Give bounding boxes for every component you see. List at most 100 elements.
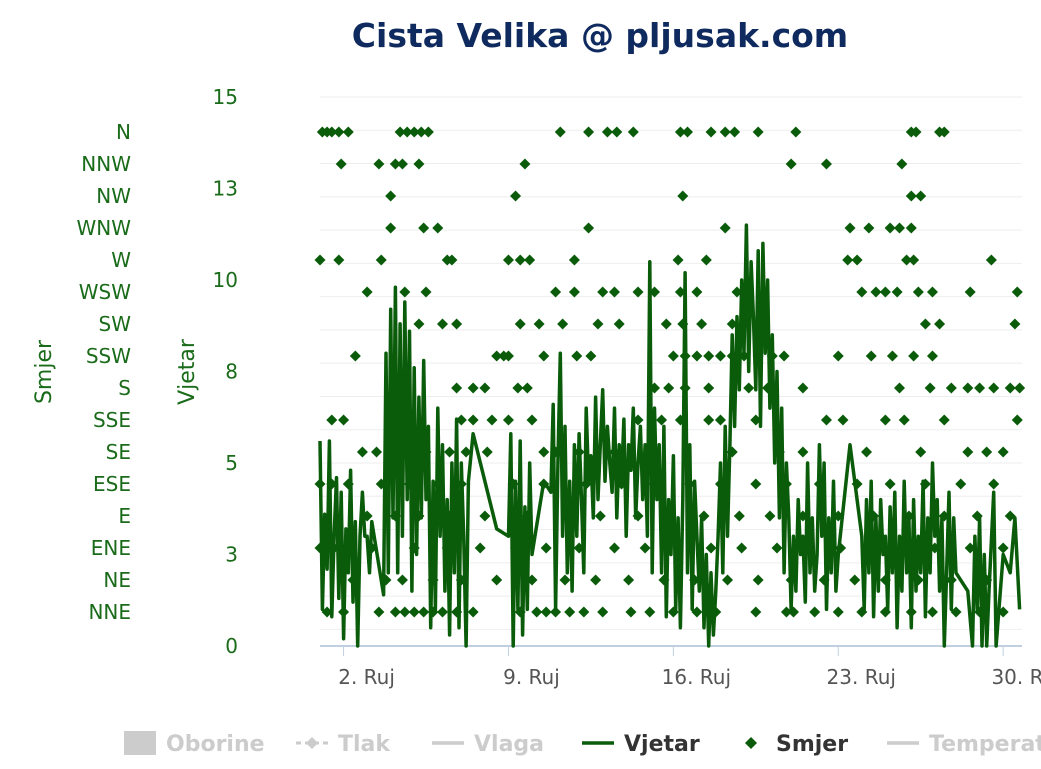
direction-point: [764, 510, 776, 522]
direction-point: [802, 542, 814, 554]
direction-point: [677, 190, 689, 202]
direction-point: [385, 222, 397, 234]
direction-point: [797, 446, 809, 458]
legend[interactable]: Oborine Tlak Vlaga Vjetar Smjer Temperatu: [124, 731, 1041, 757]
direction-point: [705, 542, 717, 554]
direction-point: [705, 126, 717, 138]
legend-item-tlak[interactable]: Tlak: [296, 732, 391, 757]
plot-area: [314, 126, 1026, 648]
direction-point: [444, 510, 456, 522]
direction-point: [571, 350, 583, 362]
direction-point: [924, 382, 936, 394]
legend-item-smjer[interactable]: Smjer: [745, 732, 848, 757]
direction-point: [373, 158, 385, 170]
direction-point: [559, 574, 571, 586]
direction-point: [790, 126, 802, 138]
direction-point: [498, 350, 510, 362]
direction-point: [787, 606, 799, 618]
direction-point: [691, 350, 703, 362]
direction-point: [726, 446, 738, 458]
direction-point: [446, 254, 458, 266]
direction-point: [533, 318, 545, 330]
direction-point: [908, 254, 920, 266]
direction-point: [766, 350, 778, 362]
direction-point: [929, 542, 941, 554]
direction-point: [408, 542, 420, 554]
legend-item-vlaga[interactable]: Vlaga: [432, 732, 544, 757]
direction-point: [736, 542, 748, 554]
direction-point: [580, 478, 592, 490]
direction-point: [681, 126, 693, 138]
direction-point: [627, 126, 639, 138]
direction-point: [844, 222, 856, 234]
direction-point: [750, 414, 762, 426]
direction-point: [771, 542, 783, 554]
direction-point: [879, 574, 891, 586]
direction-point: [820, 414, 832, 426]
direction-point: [863, 222, 875, 234]
direction-tick-label: SSW: [86, 344, 131, 368]
direction-point: [868, 510, 880, 522]
direction-point: [427, 574, 439, 586]
direction-tick-label: NNW: [81, 152, 131, 176]
direction-point: [401, 126, 413, 138]
direction-point: [750, 606, 762, 618]
legend-item-oborine[interactable]: Oborine: [124, 731, 265, 757]
direction-point: [338, 606, 350, 618]
direction-point: [338, 414, 350, 426]
direction-point: [396, 158, 408, 170]
direction-point: [467, 382, 479, 394]
direction-point: [938, 126, 950, 138]
legend-item-temperatu[interactable]: Temperatu: [887, 732, 1041, 757]
direction-tick-label: ENE: [91, 536, 131, 560]
legend-item-vjetar[interactable]: Vjetar: [582, 732, 700, 757]
legend-label: Vjetar: [624, 732, 700, 757]
direction-point: [314, 542, 326, 554]
direction-point: [418, 606, 430, 618]
direction-point: [399, 286, 411, 298]
direction-point: [432, 478, 444, 490]
direction-point: [726, 318, 738, 330]
direction-point: [997, 542, 1009, 554]
direction-point: [677, 318, 689, 330]
direction-point: [514, 318, 526, 330]
direction-point: [981, 446, 993, 458]
direction-point: [891, 286, 903, 298]
direction-tick-label: SW: [99, 312, 132, 336]
direction-point: [729, 126, 741, 138]
direction-point: [674, 126, 686, 138]
speed-tick-label: 13: [213, 177, 238, 201]
chart-title: Cista Velika @ pljusak.com: [352, 16, 848, 55]
direction-point: [460, 446, 472, 458]
direction-point: [879, 286, 891, 298]
direction-point: [540, 606, 552, 618]
direction-point: [981, 574, 993, 586]
direction-point: [394, 126, 406, 138]
direction-point: [832, 510, 844, 522]
direction-point: [538, 446, 550, 458]
direction-point: [955, 478, 967, 490]
legend-label: Oborine: [166, 732, 265, 757]
direction-point: [314, 478, 326, 490]
speed-tick-label: 3: [225, 543, 238, 567]
direction-point: [481, 446, 493, 458]
direction-point: [971, 510, 983, 522]
speed-tick-label: 0: [225, 634, 238, 658]
direction-point: [945, 574, 957, 586]
direction-point: [964, 542, 976, 554]
direction-point: [371, 446, 383, 458]
speed-tick-labels: 0 3 5 8 10 13 15: [213, 85, 238, 658]
direction-point: [985, 254, 997, 266]
direction-point: [731, 286, 743, 298]
direction-point: [644, 606, 656, 618]
direction-point: [526, 414, 538, 426]
legend-label: Vlaga: [474, 732, 544, 757]
direction-point: [526, 574, 538, 586]
direction-point: [451, 318, 463, 330]
direction-point: [625, 606, 637, 618]
direction-point: [773, 446, 785, 458]
direction-point: [691, 606, 703, 618]
direction-point: [674, 414, 686, 426]
direction-point: [1014, 382, 1026, 394]
direction-tick-label: NW: [96, 184, 131, 208]
